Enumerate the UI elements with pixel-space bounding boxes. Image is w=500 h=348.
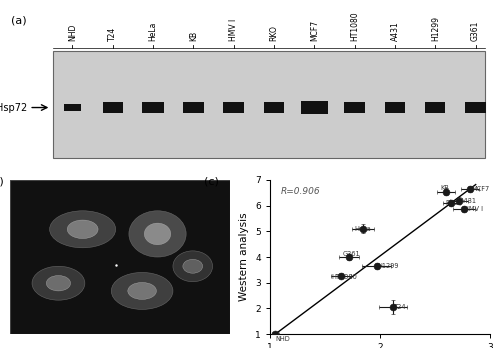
Text: HMV I: HMV I: [229, 19, 238, 41]
Bar: [264, 102, 284, 113]
Bar: [425, 102, 446, 113]
Ellipse shape: [128, 283, 156, 299]
Text: T24: T24: [394, 304, 406, 310]
Text: HT1080: HT1080: [350, 11, 359, 41]
Text: R=0.906: R=0.906: [281, 187, 320, 196]
Text: G361: G361: [342, 252, 360, 258]
Ellipse shape: [46, 276, 70, 291]
Text: (c): (c): [204, 177, 218, 187]
Ellipse shape: [144, 223, 171, 245]
Y-axis label: Western analysis: Western analysis: [240, 213, 250, 301]
Bar: [384, 102, 405, 113]
Bar: [102, 102, 123, 113]
Text: HeLa: HeLa: [355, 226, 372, 232]
Ellipse shape: [67, 220, 98, 238]
Text: HMV I: HMV I: [464, 206, 483, 212]
Ellipse shape: [183, 259, 203, 273]
Text: KB: KB: [189, 31, 198, 41]
Text: Hsp72: Hsp72: [0, 103, 27, 112]
Text: NHD: NHD: [68, 24, 77, 41]
Bar: [182, 102, 204, 113]
Bar: [344, 102, 365, 113]
Text: MCF7: MCF7: [471, 186, 489, 192]
Bar: [466, 102, 486, 113]
Text: A431: A431: [390, 22, 400, 41]
Ellipse shape: [173, 251, 212, 282]
Text: (a): (a): [11, 15, 26, 25]
Bar: [53, 50, 485, 158]
Text: G361: G361: [471, 21, 480, 41]
Text: H1299: H1299: [378, 263, 399, 269]
Text: KB: KB: [440, 185, 450, 191]
Text: MCF7: MCF7: [310, 20, 319, 41]
Bar: [224, 102, 244, 113]
Bar: [301, 101, 328, 114]
Ellipse shape: [112, 272, 173, 309]
Text: H1299: H1299: [431, 16, 440, 41]
Ellipse shape: [50, 211, 116, 248]
Bar: [64, 104, 81, 111]
Bar: [142, 102, 165, 113]
Text: NHD: NHD: [276, 336, 290, 342]
Text: HT1080: HT1080: [332, 274, 357, 280]
Text: A431: A431: [460, 198, 477, 204]
Text: (b): (b): [0, 177, 4, 187]
Ellipse shape: [32, 266, 85, 300]
Ellipse shape: [129, 211, 186, 257]
Text: HeLa: HeLa: [148, 22, 158, 41]
Text: RKO: RKO: [446, 200, 459, 206]
Text: T24: T24: [108, 27, 117, 41]
Text: RKO: RKO: [270, 25, 278, 41]
